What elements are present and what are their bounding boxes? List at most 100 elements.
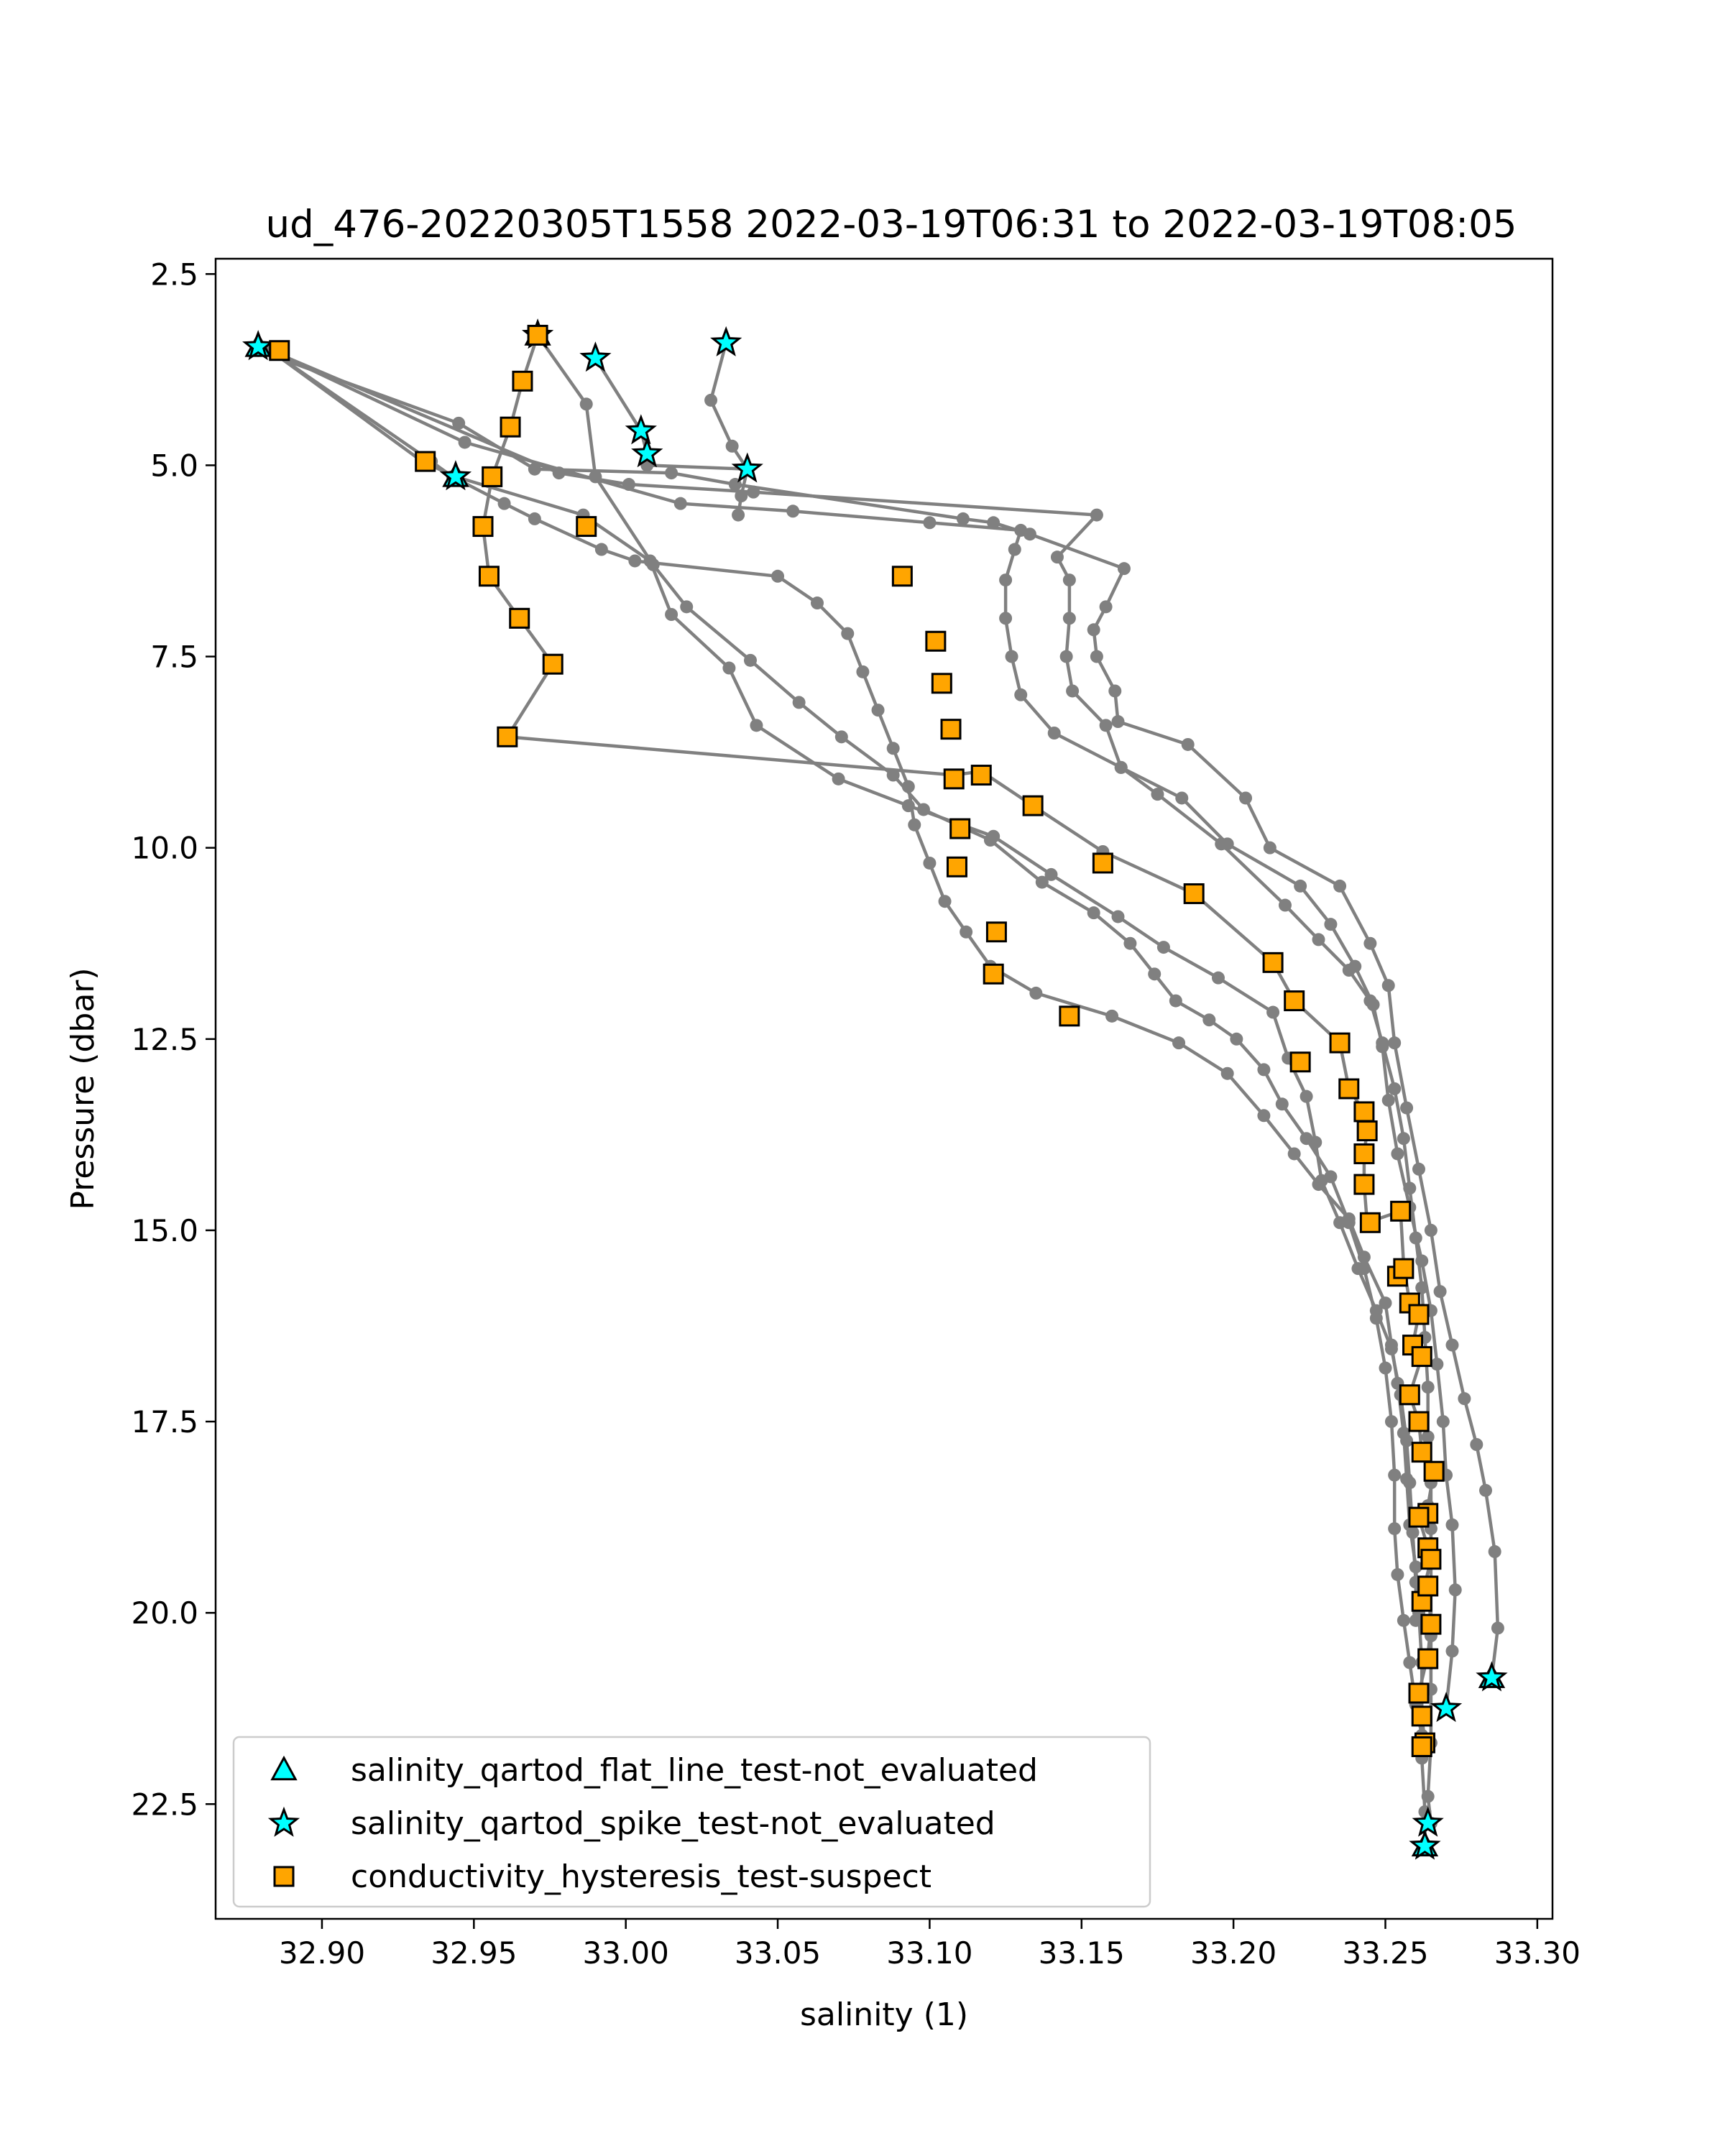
hysteresis-suspect-marker [527,324,548,346]
profile-point [735,489,748,502]
hysteresis-suspect-marker [1393,1258,1414,1279]
profile-point [1087,623,1100,637]
hysteresis-suspect-marker [1022,795,1044,816]
hysteresis-suspect-marker [576,516,597,538]
profile-point [856,665,870,678]
hysteresis-suspect-marker [1408,1682,1430,1704]
profile-point [1066,684,1080,698]
profile-point [1403,1181,1417,1195]
hysteresis-suspect-marker [1408,1411,1430,1432]
profile-point [1403,1656,1417,1669]
profile-point [1470,1438,1484,1451]
profile-point [1105,1009,1119,1023]
profile-point [1062,573,1076,587]
profile-point [1445,1518,1459,1531]
hysteresis-suspect-marker [1092,852,1113,874]
profile-point [1391,1567,1404,1581]
profile-point [1220,1067,1234,1080]
profile-point [1151,788,1164,801]
profile-point [1363,936,1377,950]
axes: 32.90 32.95 33.00 33.05 33.10 33.15 33.20 33.25… [131,257,1581,1971]
profile-point [622,478,635,492]
profile-point [1448,1583,1462,1597]
legend-label: conductivity_hysteresis_test-suspect [351,1858,932,1895]
profile-point [673,497,687,510]
profile-point [665,466,678,480]
profile-point [1050,550,1064,564]
hysteresis-suspect-marker [1399,1384,1420,1406]
profile-point [1014,688,1028,701]
hysteresis-suspect-marker [1289,1051,1311,1073]
x-tick-label: 33.15 [1039,1935,1125,1971]
profile-point [987,516,1000,530]
profile-point [1111,715,1125,729]
profile-point [1333,879,1347,893]
hysteresis-suspect-marker [1411,1705,1432,1727]
profile-point [983,834,997,847]
spike-not-evaluated-marker [1409,1829,1441,1860]
y-tick-label: 15.0 [131,1213,198,1248]
profile-point [886,742,900,755]
profile-point [1357,1250,1371,1264]
y-tick-label: 5.0 [150,448,198,483]
profile-point [732,508,745,522]
y-tick-label: 22.5 [131,1787,198,1822]
profile-point [1257,1109,1271,1123]
profile-point [1445,1644,1459,1658]
spike-not-evaluated-marker [1430,1691,1463,1723]
hysteresis-suspect-marker [1417,1648,1439,1669]
hysteresis-suspect-marker [943,768,965,790]
hysteresis-suspect-marker [1353,1174,1375,1195]
hysteresis-suspect-marker [983,963,1004,985]
profile-point [1266,1005,1280,1019]
hysteresis-suspect-marker [940,719,962,740]
profile-point [458,436,472,449]
spike-not-evaluated-marker [625,414,657,445]
profile-point [750,719,763,732]
hysteresis-suspect-marker [1411,1346,1432,1368]
x-tick-label: 33.20 [1190,1935,1276,1971]
profile-point [1117,562,1131,576]
profile-point [680,600,694,614]
spike-not-evaluated-marker [1476,1661,1508,1692]
profile-point [646,558,660,571]
profile-point [1169,994,1182,1008]
profile-point [1357,1262,1371,1276]
profile-point [589,470,602,484]
x-tick-label: 33.25 [1342,1935,1428,1971]
hysteresis-suspect-marker [1417,1575,1439,1597]
profile-point [1312,933,1325,946]
profile-point [1239,791,1253,805]
x-tick-label: 32.95 [431,1935,517,1971]
legend: salinity_qartod_flat_line_test-not_evalu… [232,1736,1151,1908]
profile-point [792,696,806,709]
profile-point [704,393,718,407]
x-tick-label: 33.30 [1494,1935,1581,1971]
hysteresis-suspect-marker [497,726,518,747]
chart-title: ud_476-20220305T1558 2022-03-19T06:31 to… [265,203,1517,247]
profile-point [1172,1036,1186,1050]
profile-point [841,627,855,640]
profile-point [1479,1483,1492,1497]
profile-point [1175,791,1189,805]
x-tick-label: 33.00 [583,1935,669,1971]
y-tick-label: 2.5 [150,257,198,292]
hysteresis-suspect-marker [970,765,992,786]
hysteresis-suspect-marker [1420,1613,1442,1635]
spike-not-evaluated-marker [242,330,275,361]
spike-not-evaluated-marker [1412,1806,1444,1837]
profile-point [1062,612,1076,625]
profile-point [1388,1036,1402,1050]
y-tick-label: 10.0 [131,831,198,866]
hysteresis-suspect-marker [1338,1078,1360,1100]
profile-point [1123,936,1137,950]
profile-point [1108,684,1122,698]
profile-point [1445,1338,1459,1352]
x-tick-label: 32.90 [279,1935,365,1971]
hysteresis-suspect-marker [1059,1005,1080,1027]
hysteresis-suspect-marker [542,653,564,675]
profile-point [1415,1281,1429,1294]
hysteresis-suspect-marker [500,416,521,438]
profile-point [1044,867,1058,881]
profile-point [1409,1560,1422,1574]
